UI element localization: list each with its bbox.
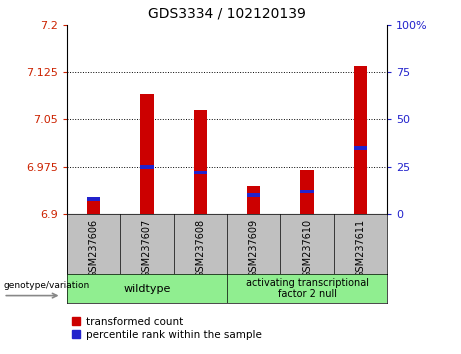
- Text: GSM237608: GSM237608: [195, 219, 205, 278]
- Title: GDS3334 / 102120139: GDS3334 / 102120139: [148, 7, 306, 21]
- Text: GSM237611: GSM237611: [355, 219, 366, 278]
- Bar: [247, 193, 260, 197]
- Bar: [194, 171, 207, 175]
- Bar: [247, 186, 260, 214]
- Text: activating transcriptional
factor 2 null: activating transcriptional factor 2 null: [246, 278, 369, 299]
- Text: GSM237610: GSM237610: [302, 219, 312, 278]
- Text: GSM237607: GSM237607: [142, 219, 152, 278]
- Bar: [301, 189, 314, 193]
- Bar: [354, 66, 367, 214]
- Bar: [87, 197, 100, 201]
- Bar: [194, 110, 207, 214]
- Text: GSM237606: GSM237606: [89, 219, 99, 278]
- Bar: [354, 146, 367, 150]
- Text: wildtype: wildtype: [123, 284, 171, 293]
- Bar: [140, 165, 154, 169]
- Legend: transformed count, percentile rank within the sample: transformed count, percentile rank withi…: [72, 317, 261, 340]
- Text: genotype/variation: genotype/variation: [3, 281, 89, 290]
- Text: GSM237609: GSM237609: [249, 219, 259, 278]
- Bar: [140, 94, 154, 214]
- Bar: [87, 198, 100, 214]
- Bar: [301, 170, 314, 214]
